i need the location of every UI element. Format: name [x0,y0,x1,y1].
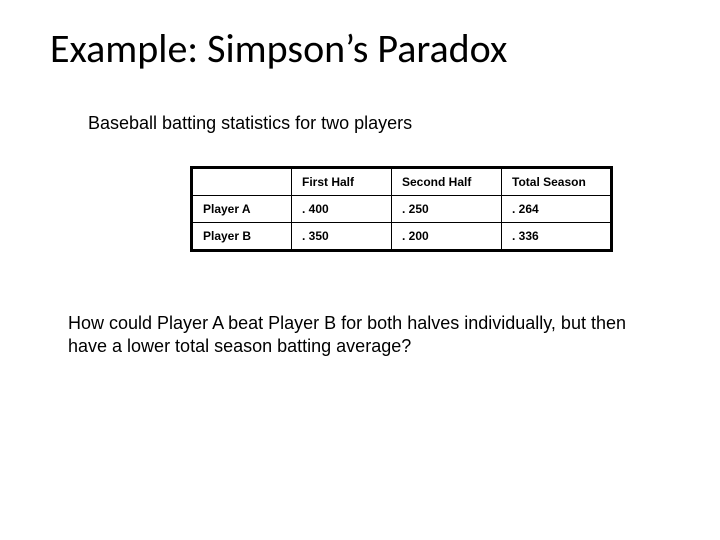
page-title: Example: Simpson’s Paradox [50,24,680,73]
table-header-cell: Second Half [392,168,502,196]
table-cell: . 350 [292,223,392,251]
table-cell: . 336 [502,223,612,251]
stats-table: First Half Second Half Total Season Play… [190,166,613,252]
slide: Example: Simpson’s Paradox Baseball batt… [0,0,720,540]
table-header-cell: First Half [292,168,392,196]
table-row: Player A . 400 . 250 . 264 [192,196,612,223]
table-cell: Player A [192,196,292,223]
table-cell: . 250 [392,196,502,223]
table-header-cell: Total Season [502,168,612,196]
stats-table-wrap: First Half Second Half Total Season Play… [190,166,680,252]
table-cell: . 264 [502,196,612,223]
subtitle: Baseball batting statistics for two play… [88,113,680,134]
table-header-cell [192,168,292,196]
table-row: Player B . 350 . 200 . 336 [192,223,612,251]
question-text: How could Player A beat Player B for bot… [68,312,640,359]
table-cell: . 400 [292,196,392,223]
table-header-row: First Half Second Half Total Season [192,168,612,196]
table-cell: Player B [192,223,292,251]
table-cell: . 200 [392,223,502,251]
